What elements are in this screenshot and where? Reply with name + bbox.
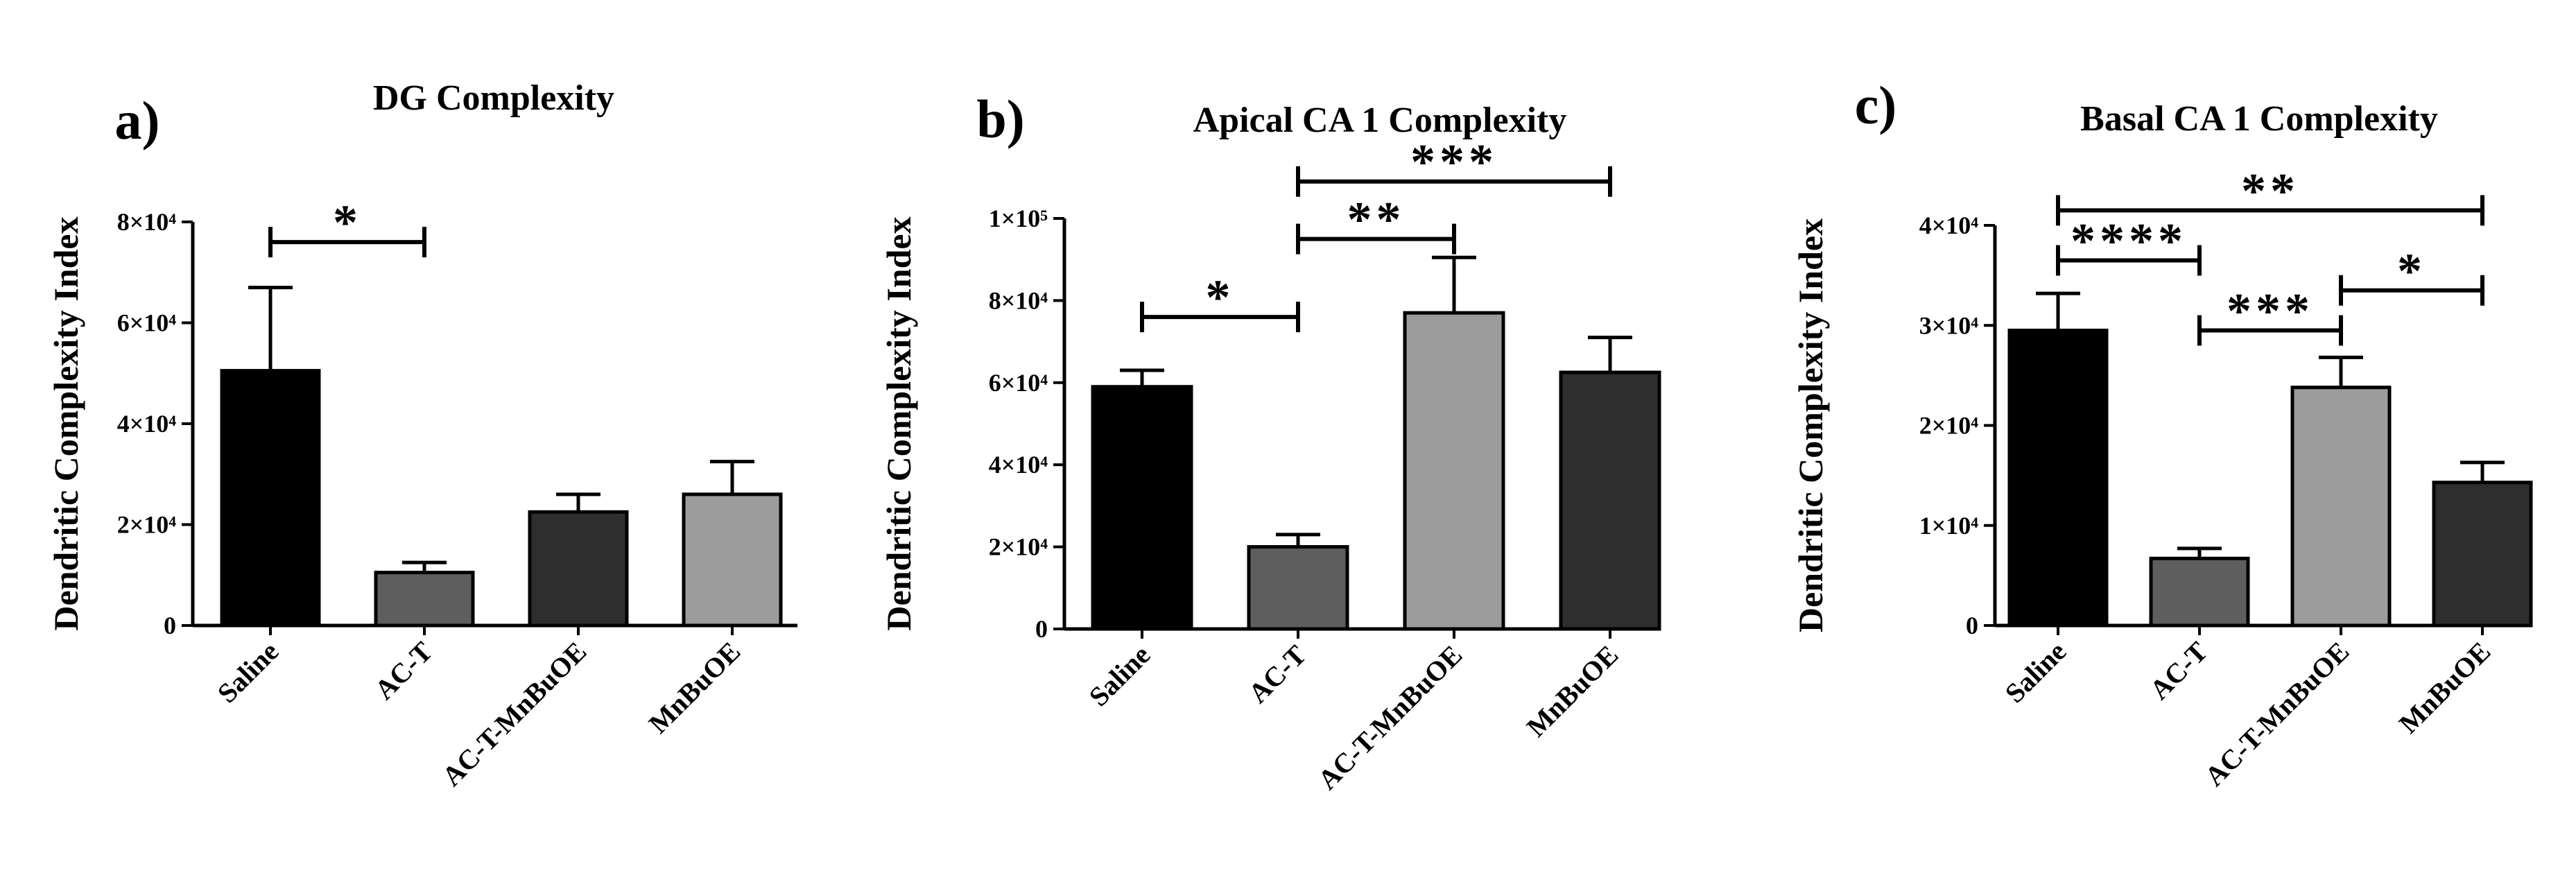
- x-tick-label: Saline: [1083, 639, 1157, 713]
- y-tick-label: 8×10⁴: [117, 208, 177, 236]
- bar-AC-T: [1247, 545, 1349, 631]
- chart-title: Basal CA 1 Complexity: [2080, 99, 2438, 139]
- y-tick-label: 6×10⁴: [989, 369, 1048, 397]
- x-tick-label: AC-T: [1242, 639, 1312, 709]
- bar-MnBuOE: [1559, 370, 1661, 631]
- chart-title: Apical CA 1 Complexity: [1193, 101, 1567, 140]
- x-tick-label: AC-T-MnBuOE: [2199, 636, 2355, 793]
- y-tick-label: 1×10⁵: [989, 205, 1048, 232]
- bar-Saline: [1091, 385, 1193, 631]
- x-tick-label: Saline: [1999, 636, 2073, 709]
- x-tick-label: AC-T: [2143, 635, 2213, 705]
- y-tick-label: 8×10⁴: [989, 286, 1048, 314]
- y-tick-label: 0: [1035, 615, 1048, 643]
- y-tick-label: 4×10⁴: [1919, 212, 1979, 239]
- bar-AC-T-MnBuOE: [1403, 311, 1505, 631]
- x-tick-label: AC-T-MnBuOE: [436, 636, 593, 793]
- significance-label: *: [1206, 270, 1235, 325]
- bar-Saline: [220, 369, 321, 628]
- significance-label: *: [2397, 243, 2426, 299]
- y-tick-label: 1×10⁴: [1919, 512, 1979, 540]
- panel-label: c): [1855, 75, 1897, 135]
- chart-panel-3: c) Basal CA 1 Complexity Dendritic Complex…: [1791, 75, 2533, 793]
- y-tick-label: 3×10⁴: [1919, 311, 1979, 339]
- bar-Saline: [2007, 328, 2109, 628]
- y-tick-label: 4×10⁴: [117, 410, 177, 438]
- bar-AC-T-MnBuOE: [2290, 386, 2392, 628]
- x-tick-label: Saline: [211, 636, 285, 709]
- y-tick-label: 2×10⁴: [117, 511, 177, 539]
- y-tick-label: 2×10⁴: [1919, 412, 1979, 440]
- x-tick-label: MnBuOE: [1521, 639, 1625, 743]
- x-tick-label: MnBuOE: [2393, 636, 2497, 740]
- bar-MnBuOE: [682, 492, 783, 628]
- y-tick-label: 6×10⁴: [117, 309, 177, 337]
- y-tick-label: 0: [164, 612, 176, 639]
- x-tick-label: AC-T: [368, 635, 438, 705]
- panel-label: b): [976, 89, 1024, 149]
- significance-label: **: [1347, 192, 1406, 248]
- bar-AC-T: [2149, 556, 2250, 628]
- y-axis-label: Dendritic Complexity Index: [879, 216, 918, 630]
- x-tick-label: MnBuOE: [643, 636, 747, 740]
- bar-MnBuOE: [2432, 481, 2533, 628]
- bar-AC-T: [374, 571, 475, 628]
- significance-label: **: [2241, 163, 2299, 218]
- y-axis-label: Dendritic Complexity Index: [46, 216, 85, 630]
- chart-panel-2: b) Apical CA 1 Complexity Dendritic Comple…: [879, 89, 1661, 796]
- panel-label: a): [115, 90, 160, 150]
- y-tick-label: 0: [1966, 612, 1978, 639]
- y-axis-label: Dendritic Complexity Index: [1791, 218, 1830, 632]
- x-tick-label: AC-T-MnBuOE: [1312, 639, 1469, 796]
- chart-title: DG Complexity: [373, 78, 614, 118]
- chart-panel-1: a) DG Complexity Dendritic Complexity Inde…: [46, 78, 797, 792]
- significance-label: ****: [2071, 213, 2187, 268]
- bar-AC-T-MnBuOE: [528, 510, 629, 628]
- significance-label: ***: [1410, 135, 1498, 190]
- significance-label: ***: [2227, 283, 2314, 338]
- significance-label: *: [333, 195, 362, 250]
- y-tick-label: 2×10⁴: [989, 533, 1048, 561]
- y-tick-label: 4×10⁴: [989, 451, 1048, 478]
